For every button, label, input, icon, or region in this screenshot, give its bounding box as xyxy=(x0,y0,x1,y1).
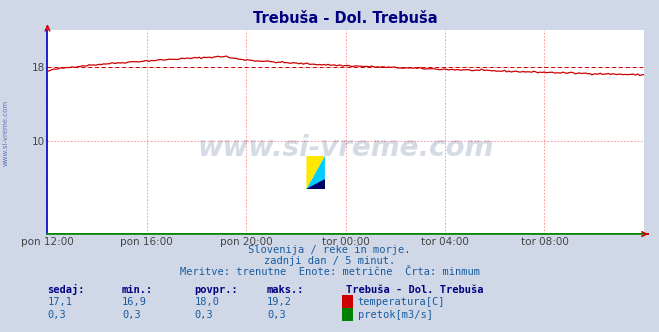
Text: www.si-vreme.com: www.si-vreme.com xyxy=(198,134,494,162)
Text: 18,0: 18,0 xyxy=(194,297,219,307)
Text: 0,3: 0,3 xyxy=(47,310,66,320)
Text: www.si-vreme.com: www.si-vreme.com xyxy=(2,100,9,166)
Text: 0,3: 0,3 xyxy=(122,310,140,320)
Polygon shape xyxy=(306,156,325,189)
Text: sedaj:: sedaj: xyxy=(47,284,85,295)
Text: Slovenija / reke in morje.: Slovenija / reke in morje. xyxy=(248,245,411,255)
Text: povpr.:: povpr.: xyxy=(194,285,238,295)
Text: 16,9: 16,9 xyxy=(122,297,147,307)
Text: 17,1: 17,1 xyxy=(47,297,72,307)
Text: zadnji dan / 5 minut.: zadnji dan / 5 minut. xyxy=(264,256,395,266)
Text: Trebuša - Dol. Trebuša: Trebuša - Dol. Trebuša xyxy=(346,285,484,295)
Polygon shape xyxy=(306,179,325,189)
Text: maks.:: maks.: xyxy=(267,285,304,295)
Text: 19,2: 19,2 xyxy=(267,297,292,307)
Title: Trebuša - Dol. Trebuša: Trebuša - Dol. Trebuša xyxy=(253,11,438,26)
Text: temperatura[C]: temperatura[C] xyxy=(358,297,445,307)
Text: min.:: min.: xyxy=(122,285,153,295)
Text: 0,3: 0,3 xyxy=(267,310,285,320)
Polygon shape xyxy=(306,156,325,189)
Text: pretok[m3/s]: pretok[m3/s] xyxy=(358,310,433,320)
Text: Meritve: trenutne  Enote: metrične  Črta: minmum: Meritve: trenutne Enote: metrične Črta: … xyxy=(179,267,480,277)
Text: 0,3: 0,3 xyxy=(194,310,213,320)
